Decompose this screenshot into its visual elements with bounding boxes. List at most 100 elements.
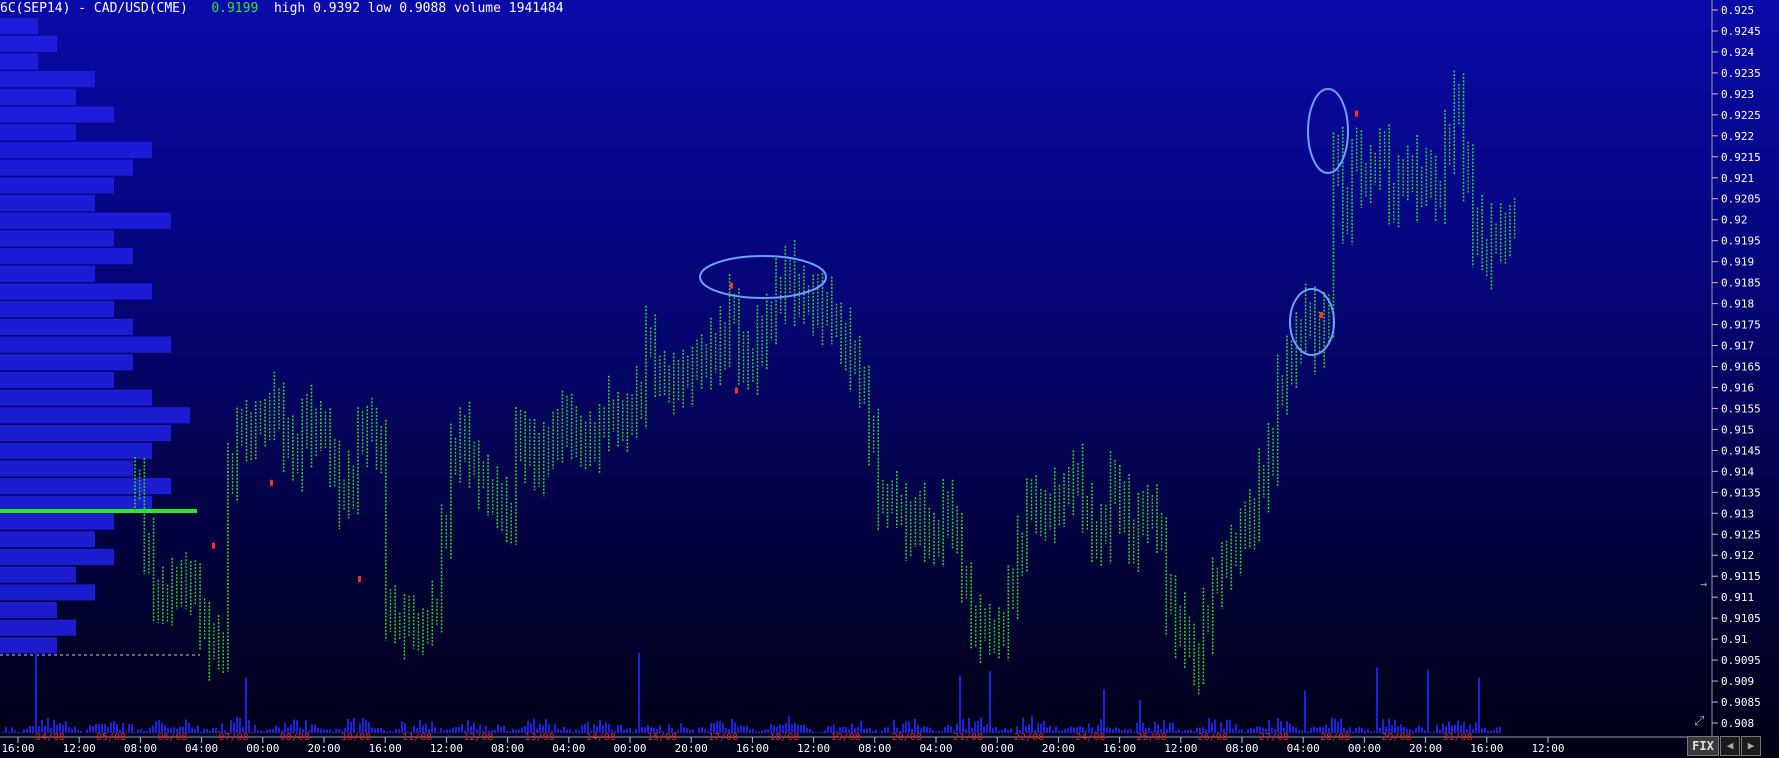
scroll-right-arrow-icon[interactable]: → [1700,577,1708,591]
volume-bar [1217,731,1219,733]
volume-bar [689,729,691,733]
volume-bar [167,727,169,733]
volume-profile-bar [0,407,190,424]
volume-profile-bar [0,637,57,654]
x-tick-date-label: 06/08 [157,732,187,743]
volume-bar [1208,718,1210,733]
volume-bar [1484,728,1486,733]
volume-bar [587,722,589,733]
volume-bar [1109,727,1111,733]
volume-bar [101,724,103,733]
volume-bar [491,730,493,733]
volume-bar [449,729,451,733]
volume-bar [224,730,226,733]
volume-bar [182,726,184,733]
volume-bar [146,730,148,733]
y-tick-label: 0.924 [1721,46,1754,59]
volume-bar [122,722,124,733]
volume-bar [314,724,316,733]
low-value: 0.9088 [399,1,447,16]
volume-bar [215,727,217,733]
expand-icon[interactable]: ⤢ [1694,714,1705,729]
volume-bar [1007,730,1009,733]
volume-bar [962,719,964,733]
volume-bar [809,728,811,733]
chevron-right-icon[interactable]: ▶ [1741,736,1761,756]
volume-bar [326,729,328,733]
volume-bar [1136,722,1138,733]
y-tick-label: 0.92 [1721,214,1748,227]
volume-bar [275,725,277,733]
volume-bar [560,730,562,733]
volume-bar [1328,728,1330,733]
volume-bar [407,731,409,733]
volume-bar [281,730,283,733]
volume-bar [1475,722,1477,733]
volume-bar [1025,726,1027,733]
volume-bar [1457,720,1459,733]
volume-bar [1478,677,1480,733]
volume-bar [845,726,847,733]
price-marker [1320,311,1323,318]
volume-bar [437,731,439,733]
y-tick-label: 0.9105 [1721,612,1761,625]
volume-bar [62,724,64,733]
volume-bar [602,725,604,733]
volume-bar [380,727,382,733]
volume-bar [632,732,634,733]
volume-bar [1244,732,1246,733]
volume-bar [923,726,925,733]
volume-bar [1211,723,1213,733]
volume-bar [749,729,751,733]
volume-bar [53,719,55,733]
volume-bar [1463,721,1465,733]
volume-bar [737,727,739,733]
volume-profile-bar [0,478,171,495]
volume-bar [1259,727,1261,733]
volume-profile-bar [0,265,95,282]
fix-button[interactable]: FIX [1687,736,1719,756]
volume-bar [995,727,997,733]
volume-bar [1088,723,1090,733]
volume-bar [815,732,817,733]
volume-bar [629,728,631,733]
volume-bar [1148,727,1150,733]
volume-bar [671,728,673,733]
chevron-left-icon[interactable]: ◀ [1720,736,1740,756]
volume-bar [1178,729,1180,733]
volume-bar [80,730,82,733]
volume-bar [533,718,535,733]
volume-bar [158,719,160,733]
volume-bar [1340,719,1342,733]
volume-bar [941,730,943,733]
volume-bar [461,724,463,733]
y-tick-label: 0.9225 [1721,109,1761,122]
x-tick-time-label: 04:00 [919,742,952,755]
volume-bar [1019,730,1021,733]
volume-bar [596,726,598,733]
volume-bar [485,725,487,733]
y-tick-label: 0.925 [1721,4,1754,17]
volume-bar [1448,721,1450,733]
volume-bar [1103,689,1105,733]
volume-bar [1262,727,1264,733]
x-tick-time-label: 12:00 [1164,742,1197,755]
volume-bar [797,724,799,733]
volume-bar [1196,727,1198,733]
volume-profile-bar [0,460,133,477]
x-tick-date-label: 12/08 [463,732,493,743]
volume-bar [311,724,313,733]
x-tick-time-label: 00:00 [613,742,646,755]
volume-bar [728,728,730,733]
volume-profile-bar [0,18,38,35]
volume-profile-bar [0,389,152,406]
volume-bar [875,729,877,733]
volume-bar [725,728,727,733]
volume-bar [620,724,622,733]
volume-bar [1001,729,1003,733]
volume-bar [2,731,4,733]
volume-bar [86,729,88,733]
volume-bar [89,724,91,733]
volume-bar [464,730,466,733]
